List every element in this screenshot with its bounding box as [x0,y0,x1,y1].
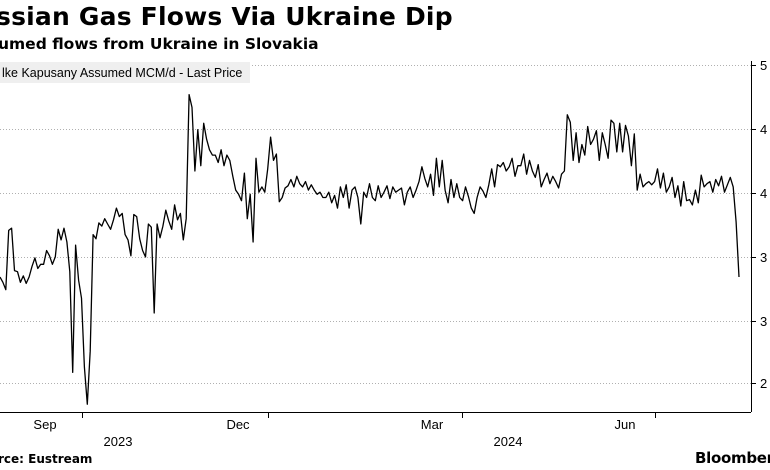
x-tick-label-1: Dec [226,417,250,432]
x-tick-label-3: Jun [615,417,636,432]
x-tick-label-0: Sep [33,417,56,432]
y-tick-label-1: 4 [760,122,767,137]
y-tick-label-2: 4 [760,186,767,201]
bloomberg-logo: Bloomberg [695,449,770,467]
x-year-label-1: 2024 [494,434,523,449]
y-tick-label-3: 3 [760,250,767,265]
legend-label: lke Kapusany Assumed MCM/d - Last Price [2,66,242,80]
legend-box [0,62,250,83]
chart-subtitle: umed flows from Ukraine in Slovakia [0,35,319,53]
x-year-label-0: 2023 [104,434,133,449]
series-line [0,94,740,405]
y-tick-label-0: 5 [760,58,767,73]
chart-title: ssian Gas Flows Via Ukraine Dip [0,2,453,31]
source-note: rce: Eustream [0,452,93,466]
y-tick-label-5: 2 [760,376,767,391]
y-tick-label-4: 3 [760,314,767,329]
x-tick-label-2: Mar [421,417,444,432]
